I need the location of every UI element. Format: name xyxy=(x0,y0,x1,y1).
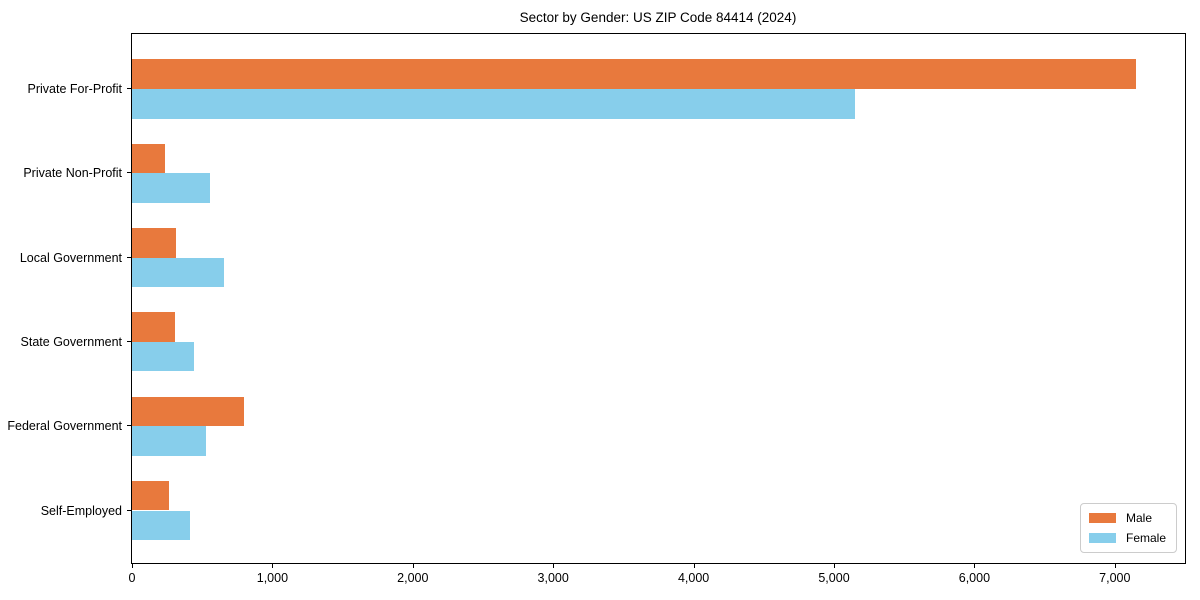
bar-male-4 xyxy=(132,396,245,427)
y-tick-label: Self-Employed xyxy=(40,503,122,518)
y-tick-label: Federal Government xyxy=(7,419,122,434)
bar-female-4 xyxy=(132,426,206,456)
y-tick-mark xyxy=(127,172,131,174)
x-tick-label: 4,000 xyxy=(677,571,710,585)
x-tick-mark xyxy=(412,564,414,568)
chart-title: Sector by Gender: US ZIP Code 84414 (202… xyxy=(519,10,797,25)
x-tick-label: 3,000 xyxy=(537,571,569,585)
bar-male-2 xyxy=(132,228,177,258)
x-tick-mark xyxy=(834,564,835,568)
bar-female-1 xyxy=(132,173,210,203)
legend-label-female: Female xyxy=(1125,531,1166,545)
bar-male-3 xyxy=(132,312,175,342)
bar-female-3 xyxy=(132,341,194,372)
x-tick-mark xyxy=(974,564,976,568)
x-tick-label: 6,000 xyxy=(958,571,991,585)
y-tick-mark xyxy=(127,256,131,258)
legend-item-female: Female xyxy=(1088,531,1166,545)
bar-male-5 xyxy=(132,480,170,511)
x-tick-mark xyxy=(132,564,133,568)
x-tick-label: 7,000 xyxy=(1099,571,1131,585)
x-tick-mark xyxy=(553,564,555,568)
x-tick-label: 0 xyxy=(128,571,136,585)
plot-area: Male Female xyxy=(131,33,1186,564)
bar-female-2 xyxy=(132,257,224,288)
x-tick-mark xyxy=(693,564,695,568)
y-tick-label: Private Non-Profit xyxy=(23,166,122,181)
male-series-swatch xyxy=(1088,513,1116,523)
bar-female-5 xyxy=(132,510,191,541)
y-tick-mark xyxy=(127,509,131,511)
x-tick-label: 2,000 xyxy=(397,571,429,585)
legend-label-male: Male xyxy=(1125,511,1152,525)
x-tick-mark xyxy=(272,564,274,568)
bar-male-0 xyxy=(132,59,1136,89)
bar-male-1 xyxy=(132,143,165,174)
y-tick-mark xyxy=(127,425,131,427)
y-tick-label: Private For-Profit xyxy=(27,82,122,96)
y-tick-mark xyxy=(127,340,131,342)
x-tick-mark xyxy=(1114,564,1116,568)
female-series-swatch xyxy=(1088,533,1116,543)
x-tick-label: 5,000 xyxy=(818,571,850,585)
bar-female-0 xyxy=(132,89,856,119)
y-tick-label: Local Government xyxy=(19,250,122,265)
legend: Male Female xyxy=(1079,503,1177,553)
y-tick-label: State Government xyxy=(20,334,122,349)
y-tick-mark xyxy=(127,88,131,89)
legend-item-male: Male xyxy=(1088,511,1166,525)
x-tick-label: 1,000 xyxy=(256,571,289,585)
